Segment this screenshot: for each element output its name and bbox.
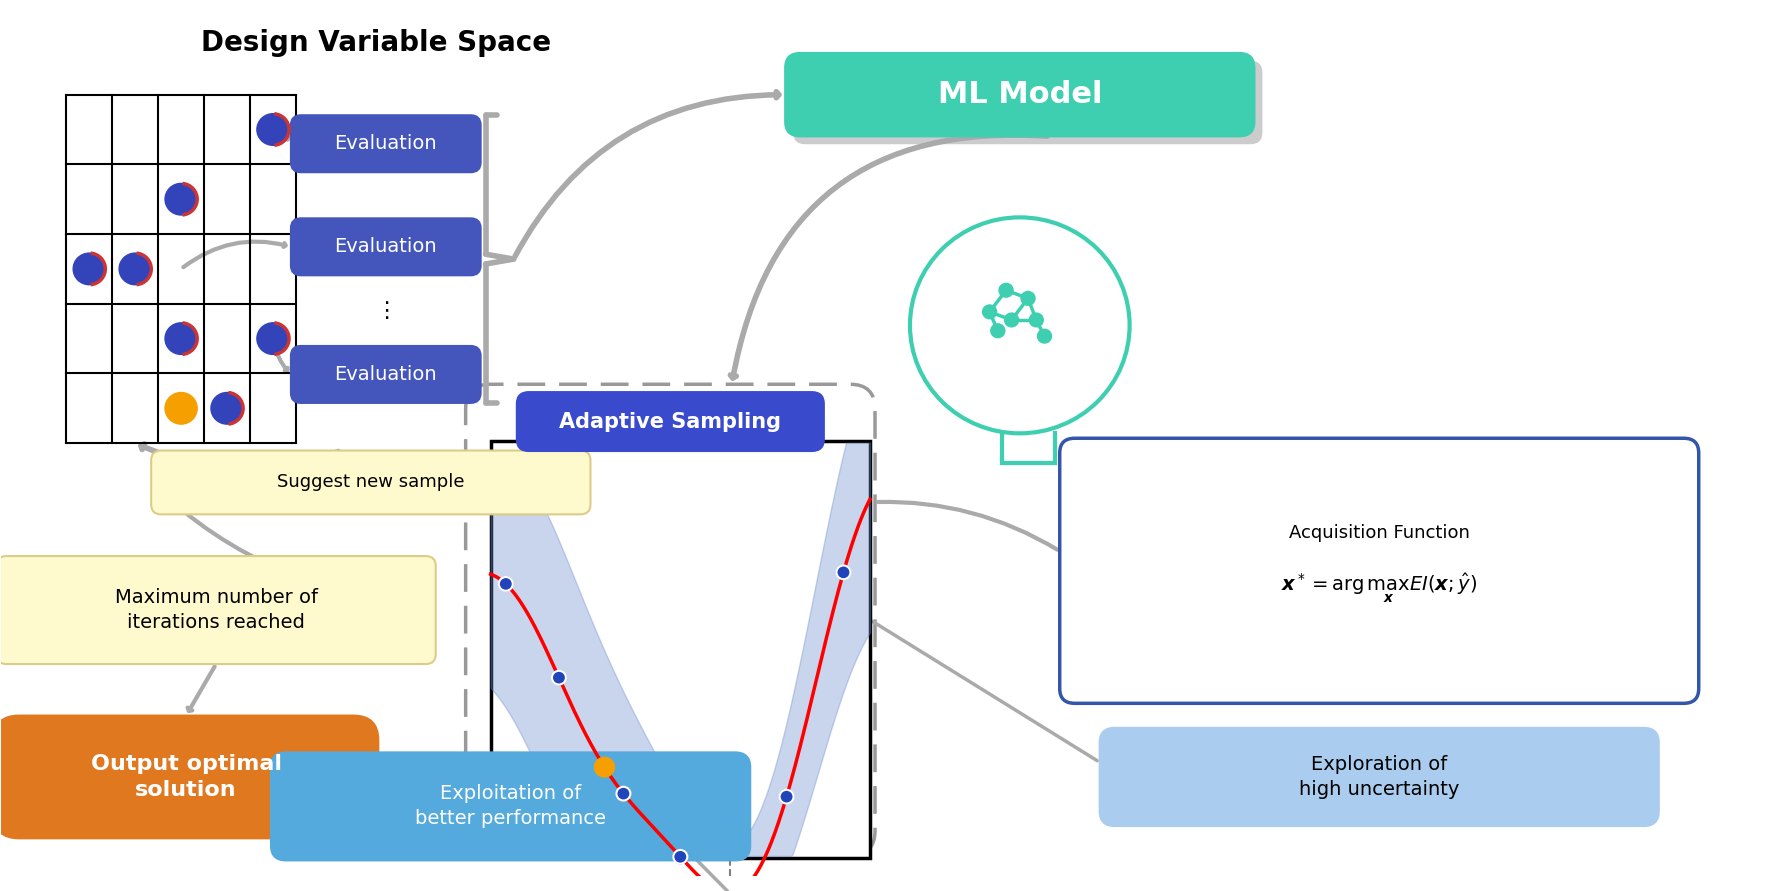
- Circle shape: [837, 566, 851, 579]
- FancyBboxPatch shape: [785, 53, 1255, 136]
- FancyBboxPatch shape: [271, 752, 750, 861]
- Text: Evaluation: Evaluation: [335, 237, 438, 257]
- FancyBboxPatch shape: [1060, 438, 1699, 703]
- FancyBboxPatch shape: [0, 715, 378, 838]
- Circle shape: [720, 884, 739, 891]
- FancyBboxPatch shape: [0, 556, 436, 664]
- Text: Adaptive Sampling: Adaptive Sampling: [558, 412, 782, 431]
- Circle shape: [1005, 313, 1018, 327]
- Text: Acquisition Function: Acquisition Function: [1289, 525, 1470, 543]
- FancyBboxPatch shape: [1099, 728, 1660, 826]
- FancyBboxPatch shape: [466, 384, 876, 855]
- FancyBboxPatch shape: [793, 61, 1262, 144]
- Circle shape: [165, 184, 197, 215]
- FancyBboxPatch shape: [491, 441, 871, 858]
- Circle shape: [257, 114, 289, 145]
- FancyBboxPatch shape: [151, 451, 590, 514]
- FancyBboxPatch shape: [291, 115, 480, 172]
- FancyBboxPatch shape: [291, 346, 480, 403]
- Circle shape: [594, 757, 615, 777]
- Circle shape: [674, 850, 688, 863]
- Circle shape: [982, 305, 996, 319]
- FancyBboxPatch shape: [518, 392, 824, 451]
- Text: Exploitation of
better performance: Exploitation of better performance: [415, 784, 606, 829]
- Circle shape: [551, 671, 566, 684]
- Circle shape: [119, 253, 151, 285]
- Text: Maximum number of
iterations reached: Maximum number of iterations reached: [115, 588, 317, 632]
- Text: Design Variable Space: Design Variable Space: [200, 29, 551, 57]
- Circle shape: [780, 789, 794, 804]
- Circle shape: [498, 577, 512, 591]
- Circle shape: [257, 323, 289, 355]
- Circle shape: [617, 787, 631, 800]
- Text: Evaluation: Evaluation: [335, 365, 438, 384]
- Circle shape: [211, 393, 243, 424]
- Circle shape: [998, 283, 1012, 297]
- Circle shape: [1030, 313, 1043, 327]
- FancyBboxPatch shape: [291, 218, 480, 275]
- Circle shape: [73, 253, 105, 285]
- Circle shape: [1037, 330, 1051, 343]
- Text: Exploration of
high uncertainty: Exploration of high uncertainty: [1300, 755, 1459, 799]
- Circle shape: [165, 323, 197, 355]
- Text: ML Model: ML Model: [938, 80, 1103, 110]
- Text: $\boldsymbol{x}^* = \arg\max_{\boldsymbol{x}} EI(\boldsymbol{x}; \hat{y})$: $\boldsymbol{x}^* = \arg\max_{\boldsymbo…: [1282, 572, 1477, 605]
- Circle shape: [165, 393, 197, 424]
- Circle shape: [991, 324, 1005, 338]
- Text: ⋮: ⋮: [374, 300, 397, 321]
- Text: Output optimal
solution: Output optimal solution: [90, 754, 282, 800]
- Text: Evaluation: Evaluation: [335, 135, 438, 153]
- Circle shape: [1021, 291, 1035, 306]
- Circle shape: [723, 887, 736, 891]
- Text: Suggest new sample: Suggest new sample: [277, 473, 465, 492]
